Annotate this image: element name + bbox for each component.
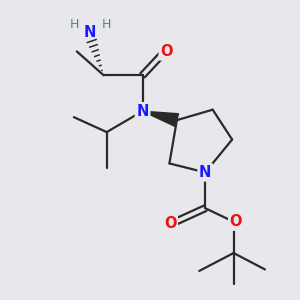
Text: H: H (102, 18, 111, 31)
Text: N: N (199, 165, 212, 180)
Text: O: O (164, 216, 176, 231)
Text: N: N (84, 25, 97, 40)
Polygon shape (142, 111, 178, 127)
Text: O: O (160, 44, 173, 59)
Text: N: N (136, 104, 149, 119)
Text: O: O (230, 214, 242, 229)
Text: H: H (70, 18, 79, 31)
